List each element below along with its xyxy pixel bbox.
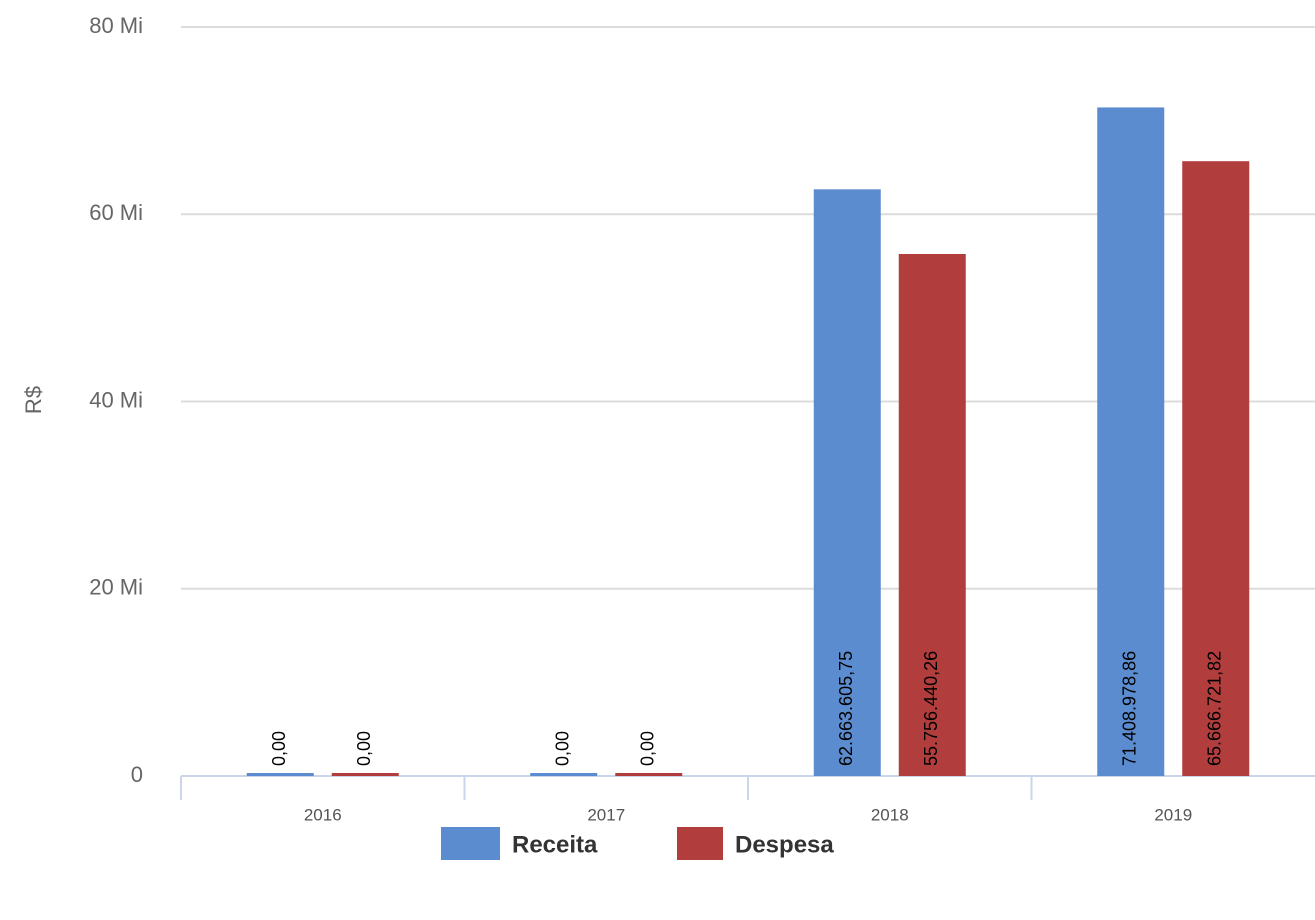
x-tick-label: 2019 — [1154, 805, 1192, 824]
legend-label: Despesa — [735, 831, 834, 858]
bar — [1182, 161, 1250, 776]
y-tick-label: 40 Mi — [89, 387, 143, 412]
data-label: 55.756.440,26 — [921, 651, 941, 766]
x-tick-label: 2017 — [587, 805, 625, 824]
y-tick-label: 0 — [131, 762, 143, 787]
y-tick-label: 80 Mi — [89, 13, 143, 38]
legend-swatch — [441, 827, 500, 860]
data-label: 71.408.978,86 — [1120, 651, 1140, 766]
bar — [530, 773, 598, 776]
legend-label: Receita — [512, 831, 598, 858]
y-tick-label: 20 Mi — [89, 575, 143, 600]
x-tick-label: 2018 — [871, 805, 909, 824]
bar — [813, 189, 881, 776]
legend-swatch — [677, 827, 723, 860]
y-axis-label: R$ — [21, 386, 46, 414]
data-label: 0,00 — [269, 731, 289, 766]
data-label: 62.663.605,75 — [836, 651, 856, 766]
bar — [898, 253, 966, 776]
bar — [1097, 107, 1165, 777]
bar — [246, 773, 314, 776]
data-label: 0,00 — [354, 731, 374, 766]
y-tick-label: 60 Mi — [89, 200, 143, 225]
x-tick-label: 2016 — [304, 805, 342, 824]
data-label: 65.666.721,82 — [1205, 651, 1225, 766]
bar — [331, 773, 399, 776]
data-label: 0,00 — [553, 731, 573, 766]
bar — [615, 773, 683, 776]
data-label: 0,00 — [638, 731, 658, 766]
